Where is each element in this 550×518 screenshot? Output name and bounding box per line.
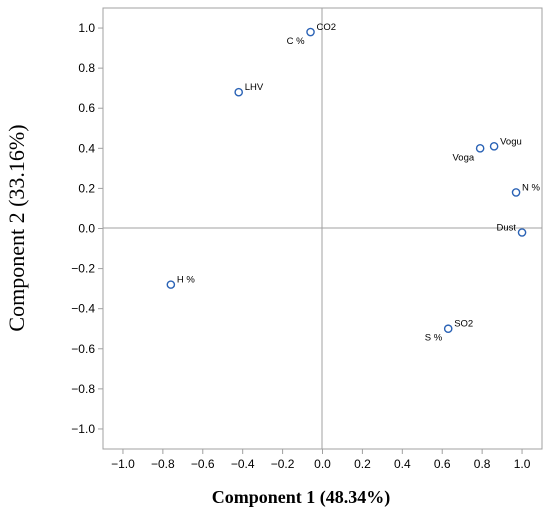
y-tick-label: 0.8 <box>78 61 95 75</box>
data-point-marker <box>443 324 453 334</box>
y-tick-label: −0.4 <box>71 302 95 316</box>
x-tick-label: −0.8 <box>151 457 175 471</box>
y-axis-ticks: −1.0 −0.8 −0.6 −0.4 −0.2 0.0 0.2 0.4 0.6 0.8 1.0 <box>71 21 103 436</box>
data-point-label: Vogu <box>500 136 522 147</box>
data-point-label: S % <box>425 333 443 344</box>
data-point-marker <box>511 188 521 197</box>
data-point-marker <box>306 27 315 37</box>
data-point-marker <box>489 142 499 151</box>
data-point-label: SO2 <box>454 319 473 330</box>
data-point-marker <box>234 87 243 97</box>
y-tick-label: −1.0 <box>71 422 95 436</box>
data-point-marker <box>517 228 527 237</box>
y-tick-label: −0.2 <box>71 262 95 276</box>
y-tick-label: 0.2 <box>78 181 95 195</box>
x-tick-label: −0.4 <box>231 457 255 471</box>
x-tick-label: 0.2 <box>354 457 371 471</box>
data-point-label: Dust <box>496 223 516 234</box>
y-tick-label: 0.0 <box>78 222 95 236</box>
y-tick-label: 1.0 <box>78 21 95 35</box>
x-axis-ticks: −1.0 −0.8 −0.6 −0.4 −0.2 0.0 0.2 0.4 0.6 0.8 1.0 <box>111 449 531 471</box>
data-point-label: N % <box>522 182 541 193</box>
x-tick-label: 0.8 <box>474 457 491 471</box>
data-points: CO2 C % LHV Vogu Voga N % Dust H % SO2 S % <box>166 22 541 344</box>
data-point-label: Voga <box>452 152 474 163</box>
x-tick-label: −0.6 <box>191 457 215 471</box>
data-point-marker <box>475 144 485 153</box>
y-tick-label: −0.8 <box>71 382 95 396</box>
x-tick-label: 0.6 <box>434 457 451 471</box>
data-point-label: CO2 <box>317 22 337 33</box>
data-point-label: C % <box>287 36 306 47</box>
y-tick-label: 0.6 <box>78 101 95 115</box>
x-tick-label: 0.4 <box>394 457 411 471</box>
x-tick-label: −0.2 <box>271 457 295 471</box>
x-tick-label: 1.0 <box>514 457 531 471</box>
data-point-marker <box>166 280 176 289</box>
x-tick-label: −1.0 <box>111 457 135 471</box>
y-tick-label: 0.4 <box>78 141 95 155</box>
y-tick-label: −0.6 <box>71 342 95 356</box>
data-point-label: H % <box>177 275 196 286</box>
x-tick-label: 0.0 <box>314 457 331 471</box>
x-axis-title: Component 1 (48.34%) <box>212 487 391 508</box>
y-axis-title: Component 2 (33.16%) <box>4 124 29 331</box>
data-point-label: LHV <box>245 82 264 93</box>
